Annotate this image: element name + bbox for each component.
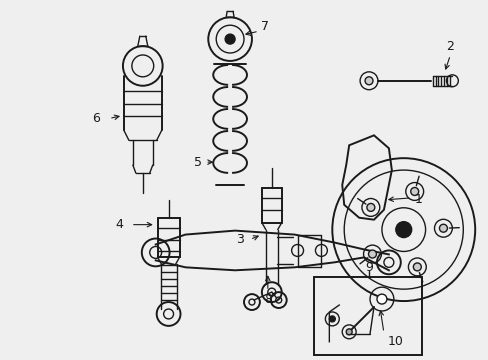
Circle shape [439,224,447,232]
Bar [314,277,421,355]
Circle shape [365,77,372,85]
Text: 6: 6 [92,112,100,125]
Circle shape [395,222,411,238]
Text: 9: 9 [365,261,372,274]
Circle shape [366,203,374,211]
Circle shape [346,329,351,335]
Circle shape [376,294,386,304]
Circle shape [410,188,418,195]
Text: 7: 7 [260,20,268,33]
Circle shape [328,316,335,322]
Text: 8: 8 [264,293,271,306]
Text: 4: 4 [115,218,122,231]
Circle shape [368,250,376,258]
Text: 3: 3 [236,233,244,246]
Text: 1: 1 [414,193,422,206]
Circle shape [412,263,421,271]
Text: 5: 5 [194,156,202,168]
Text: 10: 10 [387,335,403,348]
Circle shape [224,34,235,44]
Text: 2: 2 [446,40,453,53]
